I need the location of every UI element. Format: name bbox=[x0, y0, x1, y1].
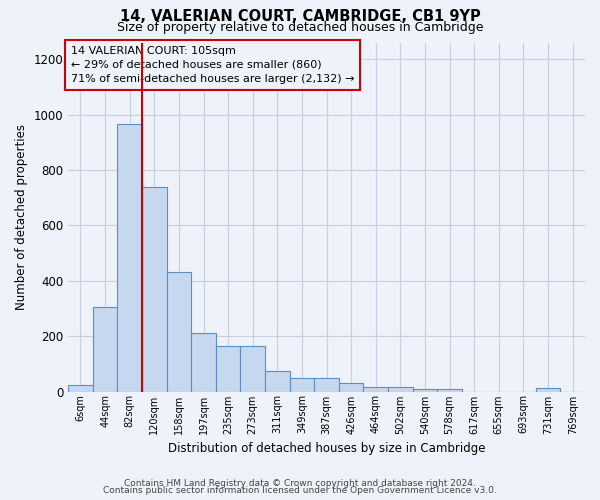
Bar bbox=[314, 378, 339, 392]
Bar bbox=[437, 388, 462, 392]
Bar bbox=[413, 388, 437, 392]
Bar bbox=[191, 334, 216, 392]
Bar bbox=[388, 386, 413, 392]
Text: 14 VALERIAN COURT: 105sqm
← 29% of detached houses are smaller (860)
71% of semi: 14 VALERIAN COURT: 105sqm ← 29% of detac… bbox=[71, 46, 354, 84]
Y-axis label: Number of detached properties: Number of detached properties bbox=[15, 124, 28, 310]
Bar bbox=[265, 370, 290, 392]
Bar bbox=[93, 307, 118, 392]
Text: Size of property relative to detached houses in Cambridge: Size of property relative to detached ho… bbox=[117, 21, 483, 34]
Bar bbox=[216, 346, 241, 392]
Bar bbox=[118, 124, 142, 392]
Bar bbox=[339, 383, 364, 392]
Bar bbox=[68, 384, 93, 392]
Bar bbox=[142, 186, 167, 392]
Text: Contains HM Land Registry data © Crown copyright and database right 2024.: Contains HM Land Registry data © Crown c… bbox=[124, 478, 476, 488]
Bar bbox=[167, 272, 191, 392]
X-axis label: Distribution of detached houses by size in Cambridge: Distribution of detached houses by size … bbox=[168, 442, 485, 455]
Bar bbox=[290, 378, 314, 392]
Bar bbox=[364, 388, 388, 392]
Text: Contains public sector information licensed under the Open Government Licence v3: Contains public sector information licen… bbox=[103, 486, 497, 495]
Bar bbox=[536, 388, 560, 392]
Text: 14, VALERIAN COURT, CAMBRIDGE, CB1 9YP: 14, VALERIAN COURT, CAMBRIDGE, CB1 9YP bbox=[119, 9, 481, 24]
Bar bbox=[241, 346, 265, 392]
